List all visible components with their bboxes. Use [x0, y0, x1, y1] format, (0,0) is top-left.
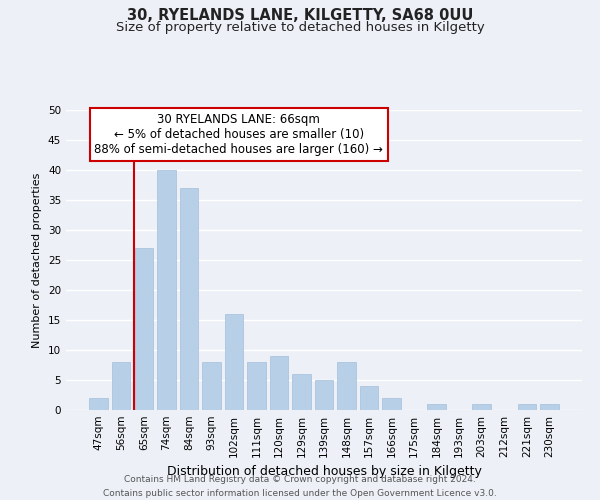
Bar [89, 398, 108, 410]
Bar [337, 362, 356, 410]
Bar [382, 398, 401, 410]
Bar [157, 170, 176, 410]
X-axis label: Distribution of detached houses by size in Kilgetty: Distribution of detached houses by size … [167, 466, 481, 478]
Bar [292, 374, 311, 410]
Bar [134, 248, 153, 410]
Bar [518, 404, 536, 410]
Bar [112, 362, 130, 410]
Bar [427, 404, 446, 410]
Y-axis label: Number of detached properties: Number of detached properties [32, 172, 43, 348]
Bar [179, 188, 198, 410]
Bar [540, 404, 559, 410]
Bar [315, 380, 333, 410]
Text: 30, RYELANDS LANE, KILGETTY, SA68 0UU: 30, RYELANDS LANE, KILGETTY, SA68 0UU [127, 8, 473, 22]
Text: Size of property relative to detached houses in Kilgetty: Size of property relative to detached ho… [116, 21, 484, 34]
Text: Contains HM Land Registry data © Crown copyright and database right 2024.
Contai: Contains HM Land Registry data © Crown c… [103, 476, 497, 498]
Bar [224, 314, 243, 410]
Bar [202, 362, 221, 410]
Bar [360, 386, 378, 410]
Bar [270, 356, 288, 410]
Bar [472, 404, 491, 410]
Text: 30 RYELANDS LANE: 66sqm
← 5% of detached houses are smaller (10)
88% of semi-det: 30 RYELANDS LANE: 66sqm ← 5% of detached… [94, 113, 383, 156]
Bar [247, 362, 266, 410]
